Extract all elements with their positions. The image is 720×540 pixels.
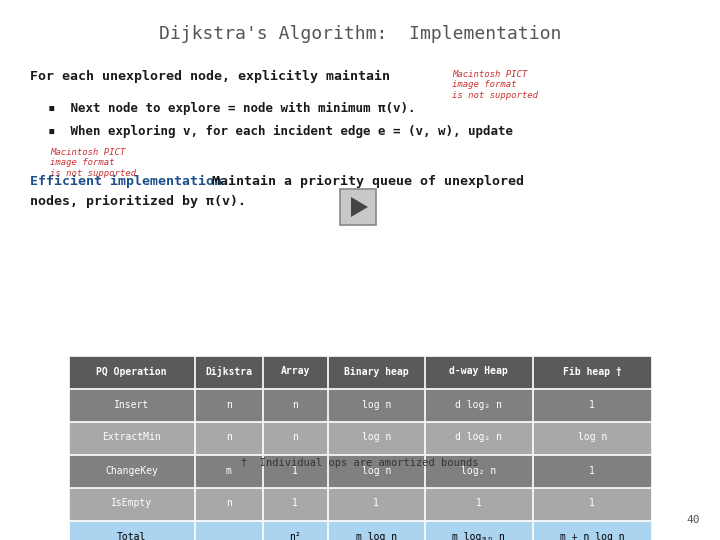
FancyBboxPatch shape xyxy=(69,521,194,540)
Text: Total: Total xyxy=(117,531,146,540)
Text: n: n xyxy=(292,433,298,442)
FancyBboxPatch shape xyxy=(534,388,651,421)
FancyBboxPatch shape xyxy=(69,488,194,519)
Text: Macintosh PICT
image format
is not supported: Macintosh PICT image format is not suppo… xyxy=(50,148,136,178)
FancyBboxPatch shape xyxy=(264,388,327,421)
FancyBboxPatch shape xyxy=(534,455,651,487)
Text: 1: 1 xyxy=(476,498,482,509)
Text: Maintain a priority queue of unexplored: Maintain a priority queue of unexplored xyxy=(196,175,524,188)
Text: 1: 1 xyxy=(589,498,595,509)
FancyBboxPatch shape xyxy=(534,488,651,519)
Text: †  Individual ops are amortized bounds: † Individual ops are amortized bounds xyxy=(241,458,479,468)
Text: log n: log n xyxy=(577,433,607,442)
Text: For each unexplored node, explicitly maintain: For each unexplored node, explicitly mai… xyxy=(30,70,390,83)
FancyBboxPatch shape xyxy=(195,388,262,421)
FancyBboxPatch shape xyxy=(426,422,532,454)
Text: 1: 1 xyxy=(589,400,595,409)
FancyBboxPatch shape xyxy=(534,355,651,388)
FancyBboxPatch shape xyxy=(69,355,194,388)
Text: 1: 1 xyxy=(292,498,298,509)
Text: 40: 40 xyxy=(686,515,700,525)
FancyBboxPatch shape xyxy=(195,355,262,388)
Text: log₂ n: log₂ n xyxy=(462,465,496,476)
FancyBboxPatch shape xyxy=(264,422,327,454)
FancyBboxPatch shape xyxy=(195,488,262,519)
Text: Dijkstra: Dijkstra xyxy=(205,366,252,377)
FancyBboxPatch shape xyxy=(340,189,376,225)
Text: Binary heap: Binary heap xyxy=(344,367,408,376)
Text: ▪  Next node to explore = node with minimum π(v).: ▪ Next node to explore = node with minim… xyxy=(48,102,415,115)
FancyBboxPatch shape xyxy=(426,355,532,388)
Text: log n: log n xyxy=(361,400,391,409)
FancyBboxPatch shape xyxy=(195,455,262,487)
FancyBboxPatch shape xyxy=(195,521,262,540)
FancyBboxPatch shape xyxy=(69,455,194,487)
FancyBboxPatch shape xyxy=(69,422,194,454)
FancyBboxPatch shape xyxy=(195,422,262,454)
Text: d log₂ n: d log₂ n xyxy=(455,433,503,442)
FancyBboxPatch shape xyxy=(534,422,651,454)
FancyBboxPatch shape xyxy=(426,388,532,421)
Text: m: m xyxy=(225,465,232,476)
Text: log n: log n xyxy=(361,465,391,476)
Text: Efficient implementation.: Efficient implementation. xyxy=(30,175,230,188)
Text: Macintosh PICT
image format
is not supported: Macintosh PICT image format is not suppo… xyxy=(452,70,538,100)
FancyBboxPatch shape xyxy=(328,488,424,519)
Text: ExtractMin: ExtractMin xyxy=(102,433,161,442)
Text: ChangeKey: ChangeKey xyxy=(105,465,158,476)
Text: nodes, prioritized by π(v).: nodes, prioritized by π(v). xyxy=(30,195,246,208)
FancyBboxPatch shape xyxy=(264,521,327,540)
Text: Array: Array xyxy=(281,367,310,376)
Text: m logₘₙ n: m logₘₙ n xyxy=(452,531,505,540)
FancyBboxPatch shape xyxy=(328,521,424,540)
FancyBboxPatch shape xyxy=(69,388,194,421)
FancyBboxPatch shape xyxy=(328,355,424,388)
FancyBboxPatch shape xyxy=(264,488,327,519)
FancyBboxPatch shape xyxy=(264,355,327,388)
Text: 1: 1 xyxy=(589,465,595,476)
FancyBboxPatch shape xyxy=(328,388,424,421)
Text: Dijkstra's Algorithm:  Implementation: Dijkstra's Algorithm: Implementation xyxy=(159,25,561,43)
Text: Fib heap †: Fib heap † xyxy=(563,367,621,376)
Text: n: n xyxy=(225,498,232,509)
FancyBboxPatch shape xyxy=(534,521,651,540)
Polygon shape xyxy=(351,197,368,217)
Text: n: n xyxy=(225,400,232,409)
Text: IsEmpty: IsEmpty xyxy=(111,498,152,509)
FancyBboxPatch shape xyxy=(264,455,327,487)
Text: n: n xyxy=(225,433,232,442)
Text: PQ Operation: PQ Operation xyxy=(96,367,166,376)
Text: m + n log n: m + n log n xyxy=(560,531,624,540)
FancyBboxPatch shape xyxy=(328,422,424,454)
Text: d log₂ n: d log₂ n xyxy=(455,400,503,409)
Text: Insert: Insert xyxy=(114,400,149,409)
Text: 1: 1 xyxy=(373,498,379,509)
FancyBboxPatch shape xyxy=(328,455,424,487)
Text: d-way Heap: d-way Heap xyxy=(449,367,508,376)
Text: 1: 1 xyxy=(292,465,298,476)
FancyBboxPatch shape xyxy=(426,455,532,487)
Text: log n: log n xyxy=(361,433,391,442)
Text: n: n xyxy=(292,400,298,409)
Text: n²: n² xyxy=(289,531,301,540)
FancyBboxPatch shape xyxy=(426,521,532,540)
Text: m log n: m log n xyxy=(356,531,397,540)
Text: ▪  When exploring v, for each incident edge e = (v, w), update: ▪ When exploring v, for each incident ed… xyxy=(48,125,513,138)
FancyBboxPatch shape xyxy=(426,488,532,519)
